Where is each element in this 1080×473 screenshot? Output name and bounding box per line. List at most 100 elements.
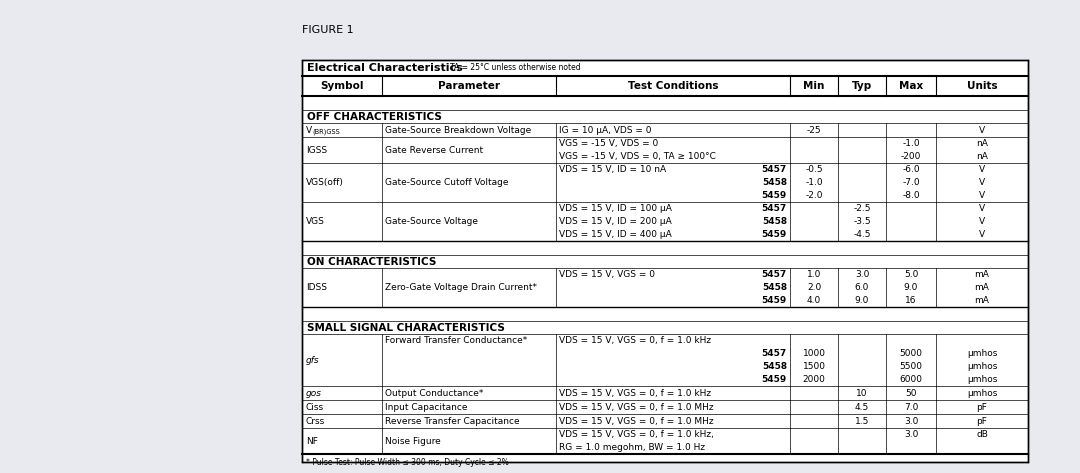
Text: V: V [978,217,985,226]
Text: 1000: 1000 [802,349,825,358]
Text: VGS = -15 V, VDS = 0, TA ≥ 100°C: VGS = -15 V, VDS = 0, TA ≥ 100°C [559,152,716,161]
Text: 2.0: 2.0 [807,283,821,292]
Text: Zero-Gate Voltage Drain Current*: Zero-Gate Voltage Drain Current* [384,283,537,292]
Text: VDS = 15 V, VGS = 0: VDS = 15 V, VGS = 0 [559,270,654,279]
Text: Gate Reverse Current: Gate Reverse Current [384,146,483,155]
Text: 16: 16 [905,296,917,305]
Text: 3.0: 3.0 [854,270,869,279]
Text: -8.0: -8.0 [902,191,920,200]
Text: -25: -25 [807,125,821,134]
Text: IG = 10 μA, VDS = 0: IG = 10 μA, VDS = 0 [559,125,651,134]
Text: mA: mA [974,270,989,279]
Text: Crss: Crss [306,417,325,426]
Text: -4.5: -4.5 [853,230,870,239]
Text: VDS = 15 V, ID = 400 μA: VDS = 15 V, ID = 400 μA [559,230,672,239]
Text: IGSS: IGSS [306,146,327,155]
Text: NF: NF [306,437,318,446]
Text: VGS(off): VGS(off) [306,178,343,187]
Text: Test Conditions: Test Conditions [627,81,718,91]
Text: 50: 50 [905,388,917,397]
Text: ON CHARACTERISTICS: ON CHARACTERISTICS [307,256,436,266]
Text: -3.5: -3.5 [853,217,870,226]
Text: pF: pF [976,417,987,426]
Text: nA: nA [976,152,988,161]
Text: 9.0: 9.0 [854,296,869,305]
Text: μmhos: μmhos [967,349,997,358]
Text: 4.5: 4.5 [855,403,869,412]
Text: VDS = 15 V, VGS = 0, f = 1.0 kHz: VDS = 15 V, VGS = 0, f = 1.0 kHz [559,388,711,397]
Text: 5459: 5459 [761,230,787,239]
Text: VDS = 15 V, VGS = 0, f = 1.0 MHz: VDS = 15 V, VGS = 0, f = 1.0 MHz [559,417,714,426]
Text: Noise Figure: Noise Figure [384,437,441,446]
Text: mA: mA [974,283,989,292]
Text: VGS: VGS [306,217,325,226]
Text: -0.5: -0.5 [806,165,823,174]
Text: Output Conductance*: Output Conductance* [384,388,484,397]
Text: SMALL SIGNAL CHARACTERISTICS: SMALL SIGNAL CHARACTERISTICS [307,323,504,333]
Text: 5000: 5000 [900,349,922,358]
Text: 5459: 5459 [761,191,787,200]
Text: 5458: 5458 [761,283,787,292]
Text: 6.0: 6.0 [854,283,869,292]
Text: -200: -200 [901,152,921,161]
Text: V: V [978,230,985,239]
Text: VDS = 15 V, ID = 100 μA: VDS = 15 V, ID = 100 μA [559,204,672,213]
Text: Max: Max [899,81,923,91]
Text: 2000: 2000 [802,375,825,384]
Text: 1.5: 1.5 [854,417,869,426]
Text: 1.0: 1.0 [807,270,821,279]
Text: 3.0: 3.0 [904,417,918,426]
Text: FIGURE 1: FIGURE 1 [302,25,353,35]
Text: Min: Min [804,81,825,91]
Text: Input Capacitance: Input Capacitance [384,403,468,412]
Text: -6.0: -6.0 [902,165,920,174]
Text: dB: dB [976,430,988,439]
Text: Gate-Source Breakdown Voltage: Gate-Source Breakdown Voltage [384,125,531,134]
Text: 6000: 6000 [900,375,922,384]
Text: VDS = 15 V, VGS = 0, f = 1.0 MHz: VDS = 15 V, VGS = 0, f = 1.0 MHz [559,403,714,412]
Text: μmhos: μmhos [967,375,997,384]
Text: Reverse Transfer Capacitance: Reverse Transfer Capacitance [384,417,519,426]
Text: 10: 10 [856,388,867,397]
Text: VDS = 15 V, ID = 10 nA: VDS = 15 V, ID = 10 nA [559,165,666,174]
Text: 5458: 5458 [761,178,787,187]
Text: V: V [306,125,312,134]
Text: -1.0: -1.0 [806,178,823,187]
Text: 5457: 5457 [761,165,787,174]
Text: 1500: 1500 [802,362,825,371]
Text: VDS = 15 V, VGS = 0, f = 1.0 kHz: VDS = 15 V, VGS = 0, f = 1.0 kHz [559,336,711,345]
Text: Gate-Source Voltage: Gate-Source Voltage [384,217,478,226]
Text: Electrical Characteristics: Electrical Characteristics [307,63,462,73]
Text: VGS = -15 V, VDS = 0: VGS = -15 V, VDS = 0 [559,139,658,148]
Text: 5459: 5459 [761,296,787,305]
Text: 5500: 5500 [900,362,922,371]
Text: V: V [978,178,985,187]
Text: μmhos: μmhos [967,388,997,397]
Text: Typ: Typ [852,81,873,91]
Text: TA = 25°C unless otherwise noted: TA = 25°C unless otherwise noted [450,63,581,72]
Text: 5458: 5458 [761,362,787,371]
Text: * Pulse Test: Pulse Width ≤ 300 ms, Duty Cycle ≤ 2%: * Pulse Test: Pulse Width ≤ 300 ms, Duty… [306,457,509,466]
Text: 5457: 5457 [761,349,787,358]
Text: 4.0: 4.0 [807,296,821,305]
Text: 7.0: 7.0 [904,403,918,412]
Text: Ciss: Ciss [306,403,324,412]
Text: 5458: 5458 [761,217,787,226]
Text: V: V [978,191,985,200]
Text: 3.0: 3.0 [904,430,918,439]
Text: (BR)GSS: (BR)GSS [312,128,340,135]
Text: pF: pF [976,403,987,412]
Text: gos: gos [306,388,322,397]
Text: -7.0: -7.0 [902,178,920,187]
Text: Symbol: Symbol [321,81,364,91]
Text: RG = 1.0 megohm, BW = 1.0 Hz: RG = 1.0 megohm, BW = 1.0 Hz [559,443,705,452]
Text: Forward Transfer Conductance*: Forward Transfer Conductance* [384,336,527,345]
Text: OFF CHARACTERISTICS: OFF CHARACTERISTICS [307,112,442,122]
Text: Parameter: Parameter [438,81,500,91]
Text: nA: nA [976,139,988,148]
Text: VDS = 15 V, VGS = 0, f = 1.0 kHz,: VDS = 15 V, VGS = 0, f = 1.0 kHz, [559,430,714,439]
Text: VDS = 15 V, ID = 200 μA: VDS = 15 V, ID = 200 μA [559,217,672,226]
Text: 5.0: 5.0 [904,270,918,279]
Text: mA: mA [974,296,989,305]
Text: -2.5: -2.5 [853,204,870,213]
